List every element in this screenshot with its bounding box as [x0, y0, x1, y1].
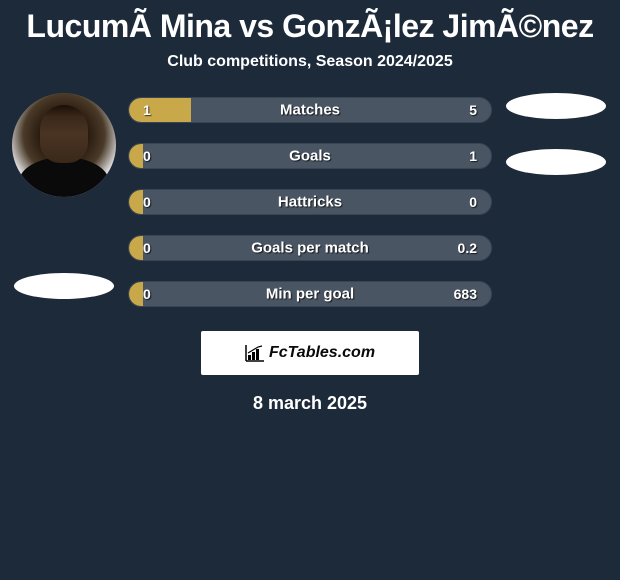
fctables-logo[interactable]: FcTables.com [201, 331, 419, 375]
stat-row-mpg: Min per goal 0 683 [128, 281, 492, 307]
comparison-area: Matches 1 5 Goals 0 1 Hattricks 0 [0, 91, 620, 307]
logo-text: FcTables.com [269, 344, 375, 362]
right-player-col [500, 91, 612, 175]
stat-left-value: 1 [143, 102, 151, 118]
page-title: LucumÃ­ Mina vs GonzÃ¡lez JimÃ©nez [0, 8, 620, 45]
stat-left-value: 0 [143, 240, 151, 256]
left-player-avatar [12, 93, 116, 197]
stat-right-value: 0 [469, 194, 477, 210]
stat-left-value: 0 [143, 286, 151, 302]
stat-left-value: 0 [143, 148, 151, 164]
stats-bars: Matches 1 5 Goals 0 1 Hattricks 0 [128, 91, 492, 307]
stat-row-matches: Matches 1 5 [128, 97, 492, 123]
stat-right-value: 1 [469, 148, 477, 164]
stat-right-value: 5 [469, 102, 477, 118]
stat-row-gpm: Goals per match 0 0.2 [128, 235, 492, 261]
stat-right-value: 0.2 [458, 240, 477, 256]
right-player-label-oval-1 [506, 93, 606, 119]
left-player-col [8, 91, 120, 299]
chart-icon [245, 344, 265, 362]
subtitle: Club competitions, Season 2024/2025 [0, 53, 620, 71]
stat-right-value: 683 [454, 286, 477, 302]
stat-left-value: 0 [143, 194, 151, 210]
right-player-label-oval-2 [506, 149, 606, 175]
stat-row-goals: Goals 0 1 [128, 143, 492, 169]
date-text: 8 march 2025 [0, 393, 620, 414]
stat-row-hattricks: Hattricks 0 0 [128, 189, 492, 215]
left-player-label-oval [14, 273, 114, 299]
